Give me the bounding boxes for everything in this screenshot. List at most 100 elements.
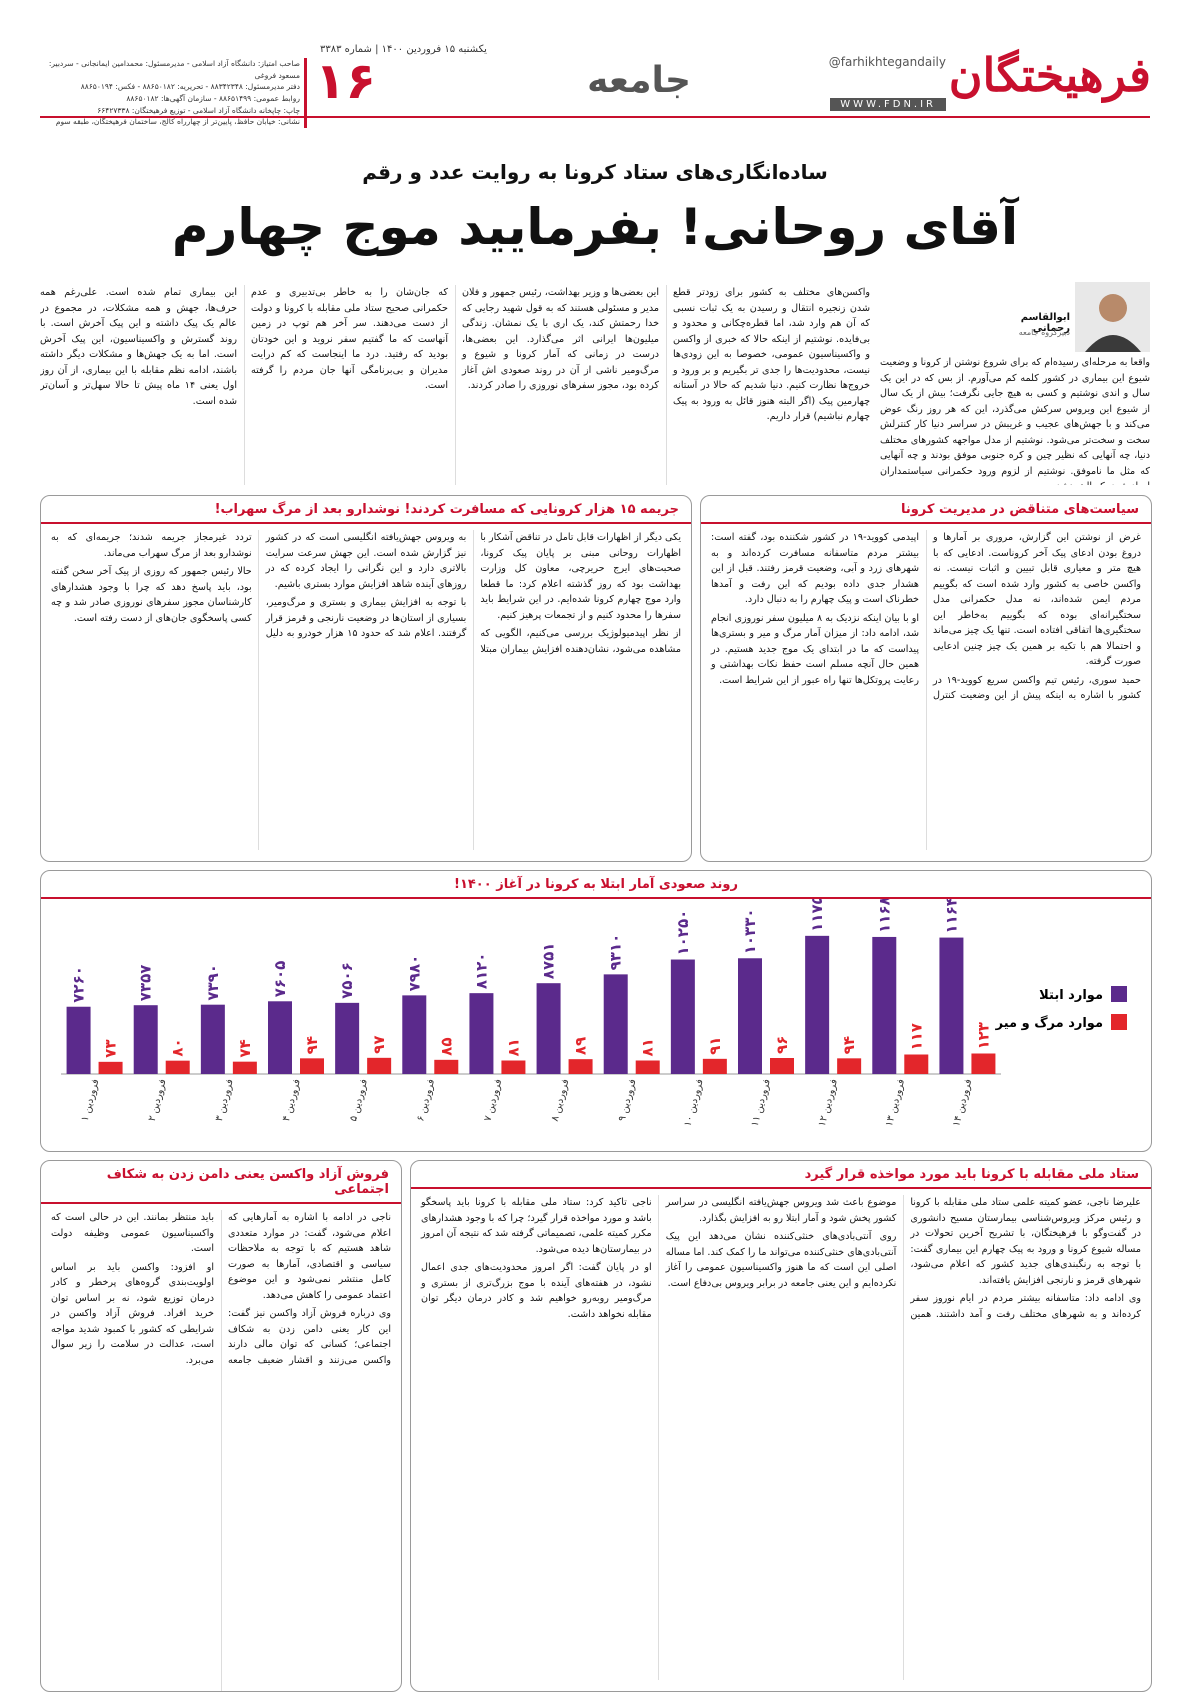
- headline: آقای روحانی! بفرمایید موج چهارم: [171, 198, 1019, 256]
- paragraph: او در پایان گفت: اگر امروز محدودیت‌های ج…: [421, 1262, 652, 1320]
- chart-title: روند صعودی آمار ابتلا به کرونا در آغاز ۱…: [41, 871, 1151, 899]
- box: جریمه ۱۵ هزار کرونایی که مسافرت کردند! ن…: [40, 495, 692, 862]
- box-body: غرض از نوشتن این گزارش، مروری بر آمارها …: [701, 524, 1151, 856]
- logo: فرهیختگان: [948, 48, 1151, 102]
- paragraph: ناجی در ادامه با اشاره به آمارهایی که اع…: [228, 1212, 391, 1301]
- box-title: فروش آزاد واکسن یعنی دامن زدن به شکاف اج…: [41, 1161, 401, 1204]
- value-label: ۹۳۱۰: [607, 934, 625, 971]
- bar: [434, 1059, 459, 1074]
- value-label: ۸۵: [437, 1038, 455, 1056]
- box: فروش آزاد واکسن یعنی دامن زدن به شکاف اج…: [40, 1160, 402, 1692]
- value-label: ۹۴: [303, 1036, 321, 1054]
- value-label: ۷۳۵۷: [137, 965, 155, 1002]
- photo-body: [1085, 335, 1141, 352]
- box-body: ناجی در ادامه با اشاره به آمارهایی که اع…: [41, 1204, 401, 1691]
- box: ستاد ملی مقابله با کرونا باید مورد مواخذ…: [410, 1160, 1152, 1692]
- page-number: ۱۶: [315, 52, 377, 110]
- masthead-line: چاپ: چاپخانه دانشگاه آزاد اسلامی - توزیع…: [97, 105, 300, 115]
- bar: [635, 1060, 660, 1074]
- bar: [971, 1053, 996, 1074]
- chart: ۷۲۶۰ ۷۳۵۷ ۷۳۹۰ ۷۶۰۵ ۷۵۰۶ ۷۹۸۰ ۸۱۲۰ ۸۷۵۱ ۹۳۱۰ ۱۰۲۵…: [61, 899, 1127, 1128]
- x-tick-label: ۸ فروردین: [550, 1078, 572, 1123]
- value-label: ۸۱۲۰: [472, 953, 490, 990]
- paragraph: حمید سوری، رئیس تیم واکسن سریع کووید-۱۹ …: [711, 532, 1141, 702]
- value-label: ۷۶۰۵: [271, 961, 289, 998]
- x-tick-label: ۲ فروردین: [147, 1078, 169, 1123]
- box: سیاست‌های متناقض در مدیریت کرونا غرض از ن…: [700, 495, 1152, 862]
- value-label: ۹۷: [370, 1036, 388, 1054]
- value-label: ۱۱۶۴۰: [942, 899, 960, 934]
- value-label: ۷۴: [236, 1039, 254, 1057]
- box-title: ستاد ملی مقابله با کرونا باید مورد مواخذ…: [411, 1161, 1151, 1189]
- value-label: ۱۰۳۳۰: [741, 908, 759, 954]
- value-label: ۱۱۷۵۰: [808, 899, 826, 932]
- x-tick-label: ۱۱ فروردین: [750, 1078, 773, 1128]
- value-label: ۹۶: [773, 1036, 791, 1054]
- author-role: دبیرگروه جامعه: [1018, 328, 1070, 337]
- bar: [232, 1061, 257, 1074]
- box-body: یکی دیگر از اظهارات قابل تامل در تناقض آ…: [41, 524, 691, 856]
- paragraph: علیرضا ناجی، عضو کمیته علمی ستاد ملی مقا…: [910, 1197, 1141, 1286]
- bar: [603, 974, 628, 1074]
- value-label: ۹۱: [706, 1037, 724, 1055]
- value-label: ۹۴: [840, 1036, 858, 1054]
- paragraph: غرض از نوشتن این گزارش، مروری بر آمارها …: [933, 532, 1141, 668]
- paragraph: واکسن‌های مختلف به کشور برای زودتر قطع ش…: [673, 287, 870, 423]
- x-tick-label: ۶ فروردین: [415, 1078, 437, 1123]
- x-tick-label: ۱ فروردین: [80, 1078, 102, 1123]
- paragraph: با توجه به افزایش بیماری و بستری و مرگ‌و…: [51, 532, 467, 640]
- bar: [335, 1002, 360, 1074]
- bar: [501, 1060, 526, 1074]
- value-label: ۸۷۵۱: [540, 943, 558, 980]
- value-label: ۱۱۷: [907, 1023, 925, 1050]
- bar: [200, 1004, 225, 1074]
- masthead-line: صاحب امتیاز: دانشگاه آزاد اسلامی - مدیرم…: [48, 59, 300, 80]
- paragraph: از نظر اپیدمیولوژیک بررسی می‌کنیم، الگوی…: [265, 532, 681, 655]
- value-label: ۸۰: [169, 1038, 187, 1056]
- paragraph: واقعا به مرحله‌ای رسیده‌ام که برای شروع …: [880, 357, 1150, 485]
- value-label: ۸۱: [639, 1038, 657, 1056]
- x-tick-label: ۴ فروردین: [281, 1078, 303, 1123]
- x-tick-label: ۵ فروردین: [348, 1078, 370, 1123]
- header: فرهیختگان @farhikhtegandaily WWW.FDN.IR …: [0, 0, 1191, 128]
- paragraph: حالا رئیس جمهور که روزی از پیک آخر سخن گ…: [51, 566, 252, 624]
- box-title: جریمه ۱۵ هزار کرونایی که مسافرت کردند! ن…: [41, 496, 691, 524]
- bar: [738, 958, 762, 1074]
- bar: [904, 1054, 929, 1074]
- bar: [770, 1058, 794, 1074]
- bar: [268, 1001, 292, 1074]
- x-tick-label: ۱۴ فروردین: [951, 1078, 974, 1128]
- value-label: ۱۱۶۸۰: [875, 899, 893, 933]
- author-block: ابوالقاسم رحمانی دبیرگروه جامعه: [990, 282, 1150, 352]
- bar: [702, 1058, 727, 1074]
- bar: [837, 1058, 862, 1074]
- lead-columns: واکسن‌های مختلف به کشور برای زودتر قطع ش…: [40, 285, 870, 485]
- lead-intro: واقعا به مرحله‌ای رسیده‌ام که برای شروع …: [880, 355, 1150, 485]
- paragraph: وی ادامه داد: متاسفانه بیشتر مردم در ایا…: [665, 1197, 1141, 1320]
- paragraph: او افزود: واکسن باید بر اساس اولویت‌بندی…: [51, 1261, 214, 1366]
- value-label: ۷۳۹۰: [204, 964, 222, 1001]
- paragraph: وی درباره فروش آزاد واکسن نیز گفت: این ک…: [51, 1212, 391, 1366]
- value-label: ۷۵۰۶: [338, 962, 356, 999]
- bar: [402, 995, 427, 1074]
- masthead: صاحب امتیاز: دانشگاه آزاد اسلامی - مدیرم…: [40, 58, 307, 128]
- bar: [805, 935, 830, 1074]
- x-tick-label: ۱۳ فروردین: [884, 1078, 907, 1128]
- paragraph: یکی دیگر از اظهارات قابل تامل در تناقض آ…: [480, 532, 681, 621]
- legend-swatch: [1111, 986, 1127, 1002]
- value-label: ۸۱: [504, 1038, 522, 1056]
- date: یکشنبه ۱۵ فروردین ۱۴۰۰ | شماره ۳۳۸۳: [320, 44, 487, 55]
- x-tick-label: ۱۰ فروردین: [683, 1078, 706, 1128]
- legend-swatch: [1111, 1014, 1127, 1030]
- x-tick-label: ۳ فروردین: [214, 1078, 236, 1123]
- website: WWW.FDN.IR: [830, 98, 946, 111]
- bar: [568, 1059, 593, 1074]
- bar: [133, 1005, 158, 1074]
- author: ابوالقاسم رحمانی: [1020, 312, 1070, 334]
- value-label: ۷۹۸۰: [405, 955, 423, 992]
- value-label: ۸۹: [572, 1037, 590, 1055]
- rule: [40, 116, 1150, 118]
- bar: [939, 937, 964, 1074]
